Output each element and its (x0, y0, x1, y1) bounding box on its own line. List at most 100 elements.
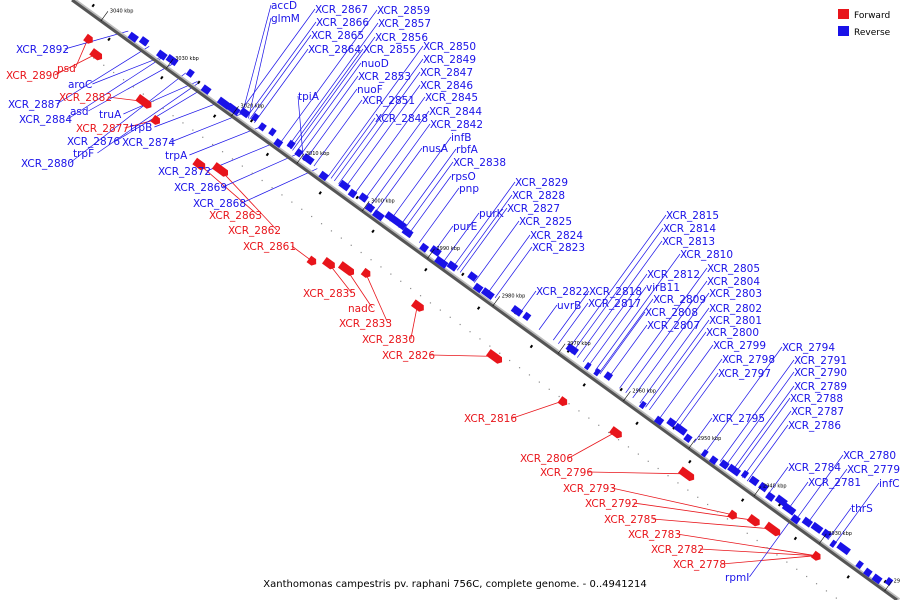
reverse-label-leader (705, 346, 783, 452)
reverse-gene-label: truA (99, 109, 122, 121)
forward-label-leader (54, 53, 96, 76)
forward-lane-dot (716, 511, 719, 513)
genome-backbone (71, 0, 900, 600)
reverse-label-leader (189, 126, 261, 156)
reverse-gene-label: XCR_2846 (420, 80, 473, 92)
forward-lane-dot (152, 100, 154, 102)
reverse-gene-label: XCR_2791 (794, 355, 847, 367)
reverse-label-leader (797, 454, 844, 518)
reverse-label-leader (92, 55, 164, 85)
spine-marker (318, 191, 322, 195)
forward-gene-label: XCR_2785 (604, 514, 657, 526)
reverse-label-leader (88, 63, 174, 112)
kbp-tick-line (819, 533, 827, 544)
forward-lane-dot (419, 295, 422, 297)
reverse-label-leader (749, 515, 795, 578)
reverse-label-leader (170, 113, 243, 143)
forward-lane-dot (212, 143, 214, 146)
reverse-gene-label: XCR_2784 (788, 462, 841, 474)
reverse-gene-block (583, 362, 592, 371)
reverse-gene-label: XCR_2892 (16, 44, 69, 56)
forward-lane-dot (538, 381, 540, 383)
reverse-gene-label: aroC (68, 79, 92, 91)
reverse-label-leader (344, 84, 421, 189)
reverse-label-leader (693, 417, 713, 443)
forward-lane-dot (93, 57, 95, 59)
reverse-gene-label: XCR_2803 (709, 288, 762, 300)
kbp-tick-line (492, 296, 501, 307)
forward-gene-label: XCR_2890 (6, 70, 59, 82)
forward-lane-dot (400, 280, 402, 282)
reverse-gene-label: XCR_2808 (645, 307, 698, 319)
forward-lane-dot (697, 496, 699, 498)
backbone-line (71, 0, 898, 600)
forward-gene-block (485, 348, 503, 364)
forward-lane-dot (489, 345, 491, 347)
reverse-gene-block (318, 170, 330, 182)
forward-lane-dot (796, 568, 798, 570)
reverse-gene-label: XCR_2789 (794, 381, 847, 393)
forward-lane-dot (271, 187, 273, 189)
reverse-label-leader (639, 307, 710, 404)
forward-gene-block (727, 509, 737, 520)
reverse-gene-label: purK (479, 208, 505, 220)
genome-caption: Xanthomonas campestris pv. raphani 756C,… (263, 579, 646, 590)
reverse-label-leader (607, 324, 648, 380)
forward-gene-label: XCR_2796 (540, 467, 593, 479)
forward-gene-label: XCR_2793 (563, 483, 616, 495)
reverse-gene-block (294, 148, 304, 158)
reverse-label-leader (280, 9, 378, 143)
kbp-tick-line (623, 391, 631, 402)
spine-marker (740, 498, 745, 502)
forward-label-leader (721, 555, 816, 565)
forward-label-leader (568, 431, 616, 459)
reverse-gene-label: XCR_2884 (19, 114, 72, 126)
reverse-gene-label: XCR_2786 (788, 420, 841, 432)
kbp-tick-line (361, 201, 370, 212)
reverse-gene-block (666, 417, 677, 428)
legend-reverse-label: Reverse (854, 28, 891, 38)
reverse-label-leader (558, 302, 589, 345)
reverse-label-leader (787, 481, 809, 511)
forward-lane-dot (350, 244, 352, 246)
reverse-gene-block (593, 368, 602, 377)
forward-gene-block (89, 48, 103, 61)
reverse-gene-label: XCR_2880 (21, 158, 74, 170)
reverse-label-leader (249, 34, 312, 120)
reverse-gene-label: XCR_2845 (425, 92, 478, 104)
forward-gene-block (360, 267, 371, 278)
kbp-tick-line (753, 486, 762, 497)
forward-label-leader (588, 471, 687, 475)
forward-lane-dot (162, 107, 164, 110)
reverse-gene-label: XCR_2780 (843, 450, 896, 462)
forward-label-leader (699, 548, 816, 557)
forward-gene-label: XCR_2783 (628, 529, 681, 541)
reverse-label-leader (241, 4, 272, 115)
reverse-gene-label: XCR_2802 (709, 303, 762, 315)
forward-lane-dot (301, 208, 303, 210)
forward-label-leader (291, 245, 312, 261)
spine-marker (107, 37, 111, 42)
reverse-label-leader (123, 81, 198, 115)
legend: Forward Reverse (838, 9, 891, 38)
forward-lane-dot (667, 475, 669, 477)
reverse-label-leader (742, 410, 792, 478)
forward-gene-label: XCR_2835 (303, 288, 356, 300)
forward-lane-dot (261, 179, 263, 182)
forward-lane-dot (172, 115, 174, 117)
reverse-label-leader (594, 253, 681, 371)
forward-lane-dot (479, 338, 481, 340)
reverse-label-leader (369, 123, 431, 207)
reverse-gene-label: XCR_2790 (794, 367, 847, 379)
kbp-tick-label: 3030 kbp (175, 56, 199, 62)
reverse-label-leader (115, 86, 206, 142)
spine-marker (91, 3, 95, 8)
reverse-gene-block (251, 112, 260, 122)
reverse-gene-label: XCR_2781 (808, 477, 861, 489)
forward-lane-dot (835, 597, 837, 599)
reverse-gene-label: XCR_2812 (647, 269, 700, 281)
reverse-gene-label: XCR_2800 (706, 327, 759, 339)
forward-lane-dot (677, 482, 679, 484)
forward-label-leader (410, 305, 418, 340)
